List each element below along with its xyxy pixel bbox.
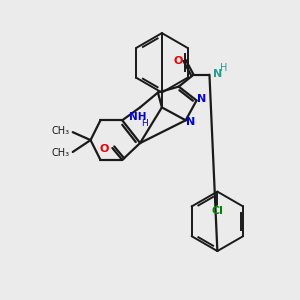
Text: H: H: [141, 119, 147, 128]
Text: CH₃: CH₃: [52, 148, 70, 158]
Text: N: N: [197, 94, 206, 104]
Text: CH₃: CH₃: [52, 126, 70, 136]
Text: H: H: [220, 63, 227, 73]
Text: O: O: [173, 56, 182, 66]
Text: NH: NH: [129, 112, 147, 122]
Text: N: N: [213, 69, 222, 79]
Text: N: N: [186, 117, 195, 127]
Text: O: O: [100, 144, 109, 154]
Text: Cl: Cl: [212, 206, 223, 216]
